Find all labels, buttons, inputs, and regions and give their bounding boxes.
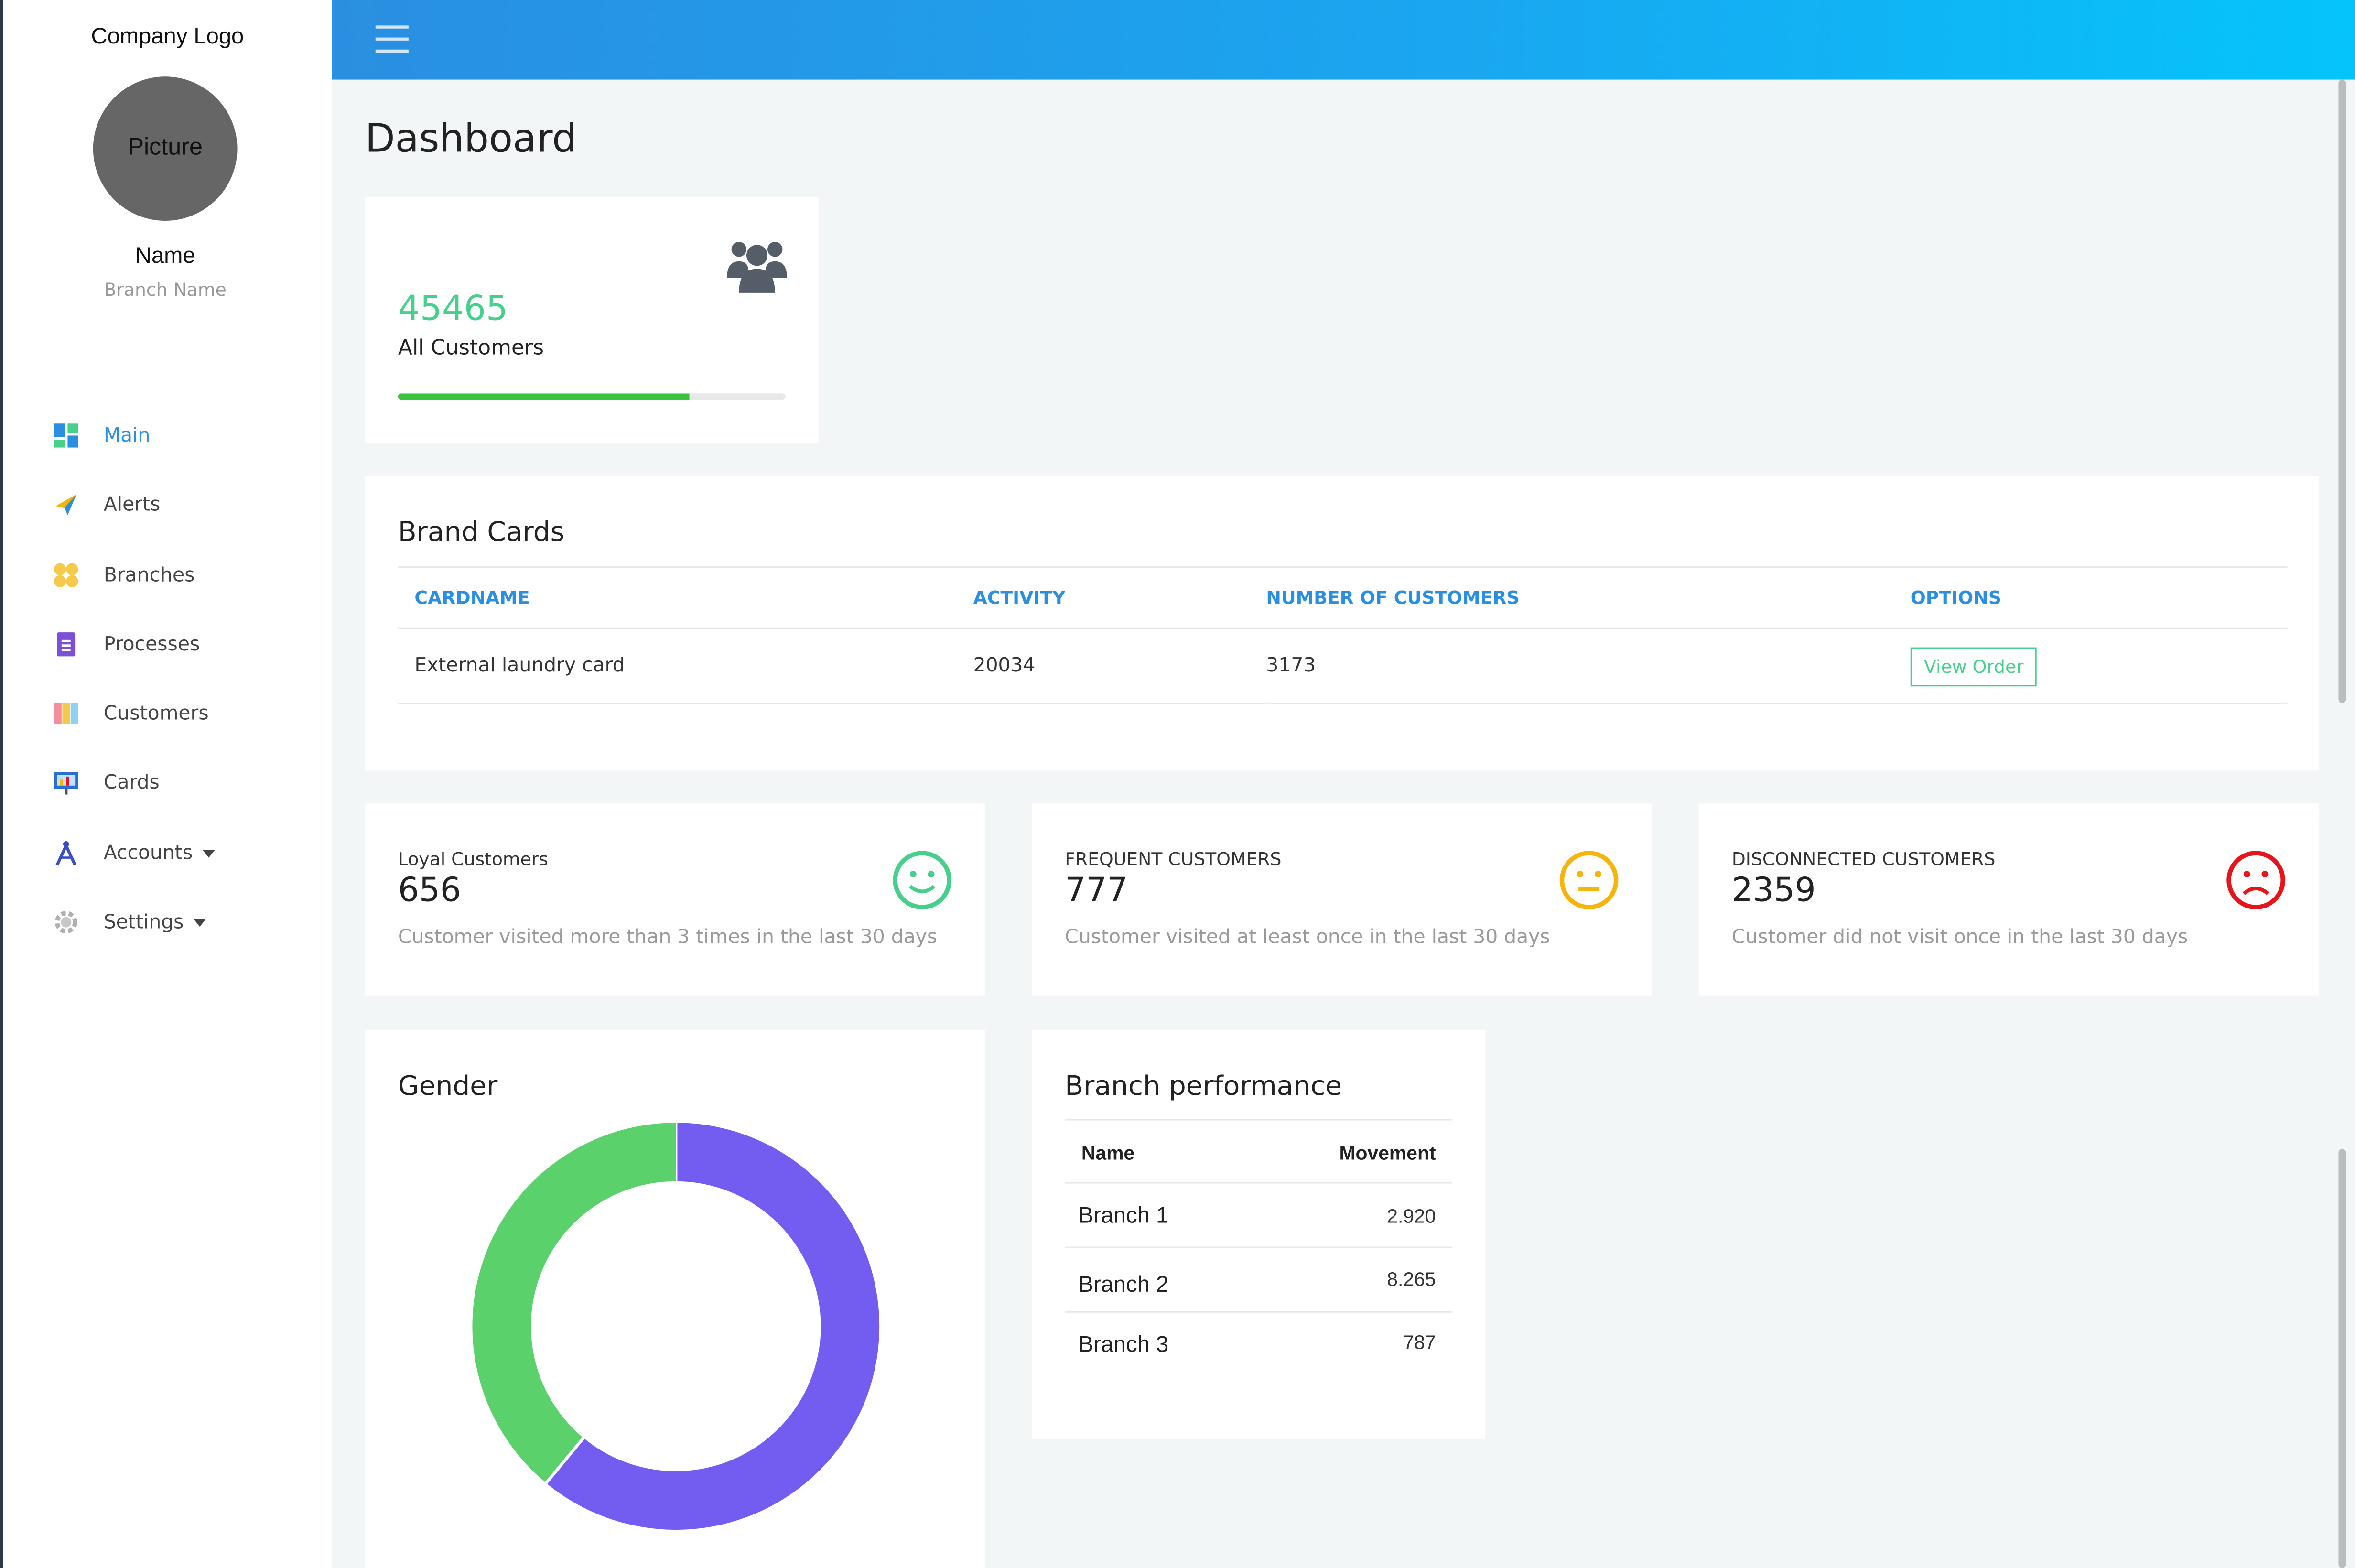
progress-fill (398, 393, 689, 400)
table-header-row: CARDNAME ACTIVITY NUMBER OF CUSTOMERS OP… (398, 567, 2288, 629)
presentation-icon (53, 769, 80, 796)
document-icon (53, 631, 80, 658)
sidebar-item-label: Customers (103, 702, 209, 725)
sidebar-item-customers[interactable]: Customers (53, 697, 209, 730)
cell-activity: 20034 (973, 655, 1036, 678)
gear-icon (53, 908, 80, 936)
user-branch: Branch Name (104, 279, 227, 301)
hamburger-icon[interactable] (375, 25, 409, 53)
table-row: Branch 3 787 (1065, 1311, 1453, 1376)
top-bar (332, 0, 2355, 80)
branch-name: Branch 3 (1078, 1332, 1169, 1358)
sidebar-item-label: Branches (103, 564, 195, 587)
scrollbar-lower[interactable] (2338, 1149, 2346, 1568)
sidebar-item-processes[interactable]: Processes (53, 628, 200, 661)
sidebar-item-label: Cards (103, 771, 160, 794)
company-logo: Company Logo (91, 24, 244, 50)
users-group-icon (725, 236, 789, 296)
brand-cards-title: Brand Cards (398, 517, 565, 549)
chevron-down-icon (194, 918, 206, 926)
gender-chart-card: Gender (365, 1030, 985, 1568)
branch-name: Branch 2 (1078, 1272, 1169, 1298)
stat-value: 656 (398, 873, 461, 910)
sidebar-item-branches[interactable]: Branches (53, 559, 194, 592)
col-name: Name (1081, 1141, 1135, 1164)
cell-cardname: External laundry card (414, 655, 625, 678)
user-name: Name (135, 243, 195, 269)
sidebar-item-accounts[interactable]: Accounts (53, 837, 216, 870)
table-header-row: Name Movement (1065, 1119, 1453, 1183)
scrollbar[interactable] (2338, 79, 2346, 703)
branch-performance-title: Branch performance (1065, 1071, 1342, 1103)
stat-label: FREQUENT CUSTOMERS (1065, 848, 1282, 870)
sidebar: Company Logo Picture Name Branch Name Ma… (0, 0, 332, 1568)
all-customers-card: 45465 All Customers (365, 196, 819, 443)
sidebar-item-alerts[interactable]: Alerts (53, 488, 160, 521)
table-row: Branch 2 8.265 (1065, 1246, 1453, 1311)
chevron-down-icon (203, 849, 216, 857)
page-title: Dashboard (365, 117, 577, 162)
col-options: OPTIONS (1910, 587, 2002, 608)
stat-value: 2359 (1731, 873, 1816, 910)
donut-slice-0[interactable] (546, 1123, 880, 1530)
sidebar-item-label: Processes (103, 633, 200, 656)
cell-customers: 3173 (1266, 655, 1316, 678)
smile-face-icon (892, 850, 952, 910)
stat-value: 777 (1065, 873, 1128, 910)
sad-face-icon (2226, 850, 2286, 910)
neutral-face-icon (1559, 850, 1619, 910)
all-customers-value: 45465 (398, 290, 508, 329)
sidebar-item-label: Accounts (103, 842, 193, 865)
brand-cards-table: CARDNAME ACTIVITY NUMBER OF CUSTOMERS OP… (398, 566, 2288, 704)
sidebar-item-cards[interactable]: Cards (53, 766, 160, 799)
sidebar-item-label: Alerts (103, 493, 161, 516)
paper-plane-icon (53, 491, 80, 519)
all-customers-label: All Customers (398, 336, 544, 361)
sidebar-item-label: Settings (103, 911, 184, 934)
grid-dots-icon (53, 562, 80, 589)
sidebar-item-settings[interactable]: Settings (53, 906, 206, 939)
donut-separator-1 (545, 1437, 585, 1484)
progress-bar (398, 393, 786, 400)
branch-movement: 2.920 (1387, 1204, 1436, 1227)
stat-description: Customer did not visit once in the last … (1731, 927, 2188, 950)
stat-description: Customer visited more than 3 times in th… (398, 927, 938, 950)
donut-slice-1[interactable] (472, 1123, 676, 1483)
compass-icon (53, 840, 80, 867)
table-row: External laundry card 20034 3173 View Or… (398, 628, 2288, 704)
columns-icon (53, 700, 80, 727)
brand-cards-panel: Brand Cards CARDNAME ACTIVITY NUMBER OF … (365, 476, 2319, 771)
col-movement: Movement (1339, 1141, 1436, 1164)
sidebar-item-label: Main (103, 424, 151, 447)
branch-movement: 787 (1403, 1330, 1436, 1353)
view-order-button[interactable]: View Order (1910, 647, 2037, 686)
branch-performance-card: Branch performance Name Movement Branch … (1032, 1030, 1486, 1439)
col-number-of-customers: NUMBER OF CUSTOMERS (1266, 587, 1520, 608)
gender-title: Gender (398, 1071, 498, 1103)
loyal-customers-card: Loyal Customers 656 Customer visited mor… (365, 803, 985, 996)
stat-description: Customer visited at least once in the la… (1065, 927, 1550, 950)
dashboard-icon (53, 422, 80, 449)
col-activity: ACTIVITY (973, 587, 1066, 608)
stat-label: DISCONNECTED CUSTOMERS (1731, 848, 1996, 870)
table-row: Branch 1 2.920 (1065, 1182, 1453, 1246)
stat-label: Loyal Customers (398, 848, 549, 870)
sidebar-item-main[interactable]: Main (53, 419, 150, 452)
gender-donut-chart (472, 1123, 880, 1530)
disconnected-customers-card: DISCONNECTED CUSTOMERS 2359 Customer did… (1698, 803, 2319, 996)
branch-name: Branch 1 (1078, 1203, 1169, 1229)
avatar-label: Picture (128, 135, 203, 161)
col-cardname: CARDNAME (414, 587, 530, 608)
branch-movement: 8.265 (1387, 1267, 1436, 1290)
frequent-customers-card: FREQUENT CUSTOMERS 777 Customer visited … (1032, 803, 1653, 996)
avatar[interactable]: Picture (93, 76, 238, 221)
